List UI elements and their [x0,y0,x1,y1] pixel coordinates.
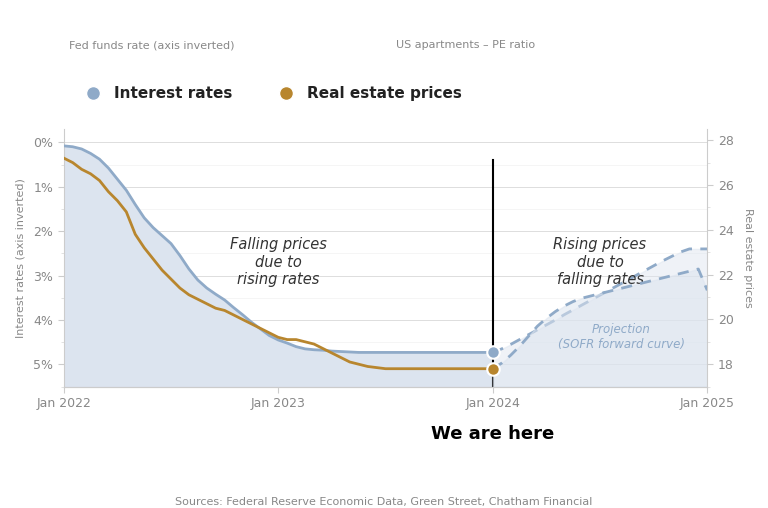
Text: US apartments – PE ratio: US apartments – PE ratio [396,40,535,50]
Text: Sources: Federal Reserve Economic Data, Green Street, Chatham Financial: Sources: Federal Reserve Economic Data, … [175,497,593,507]
Text: Projection
(SOFR forward curve): Projection (SOFR forward curve) [558,323,685,352]
Text: Rising prices
due to
falling rates: Rising prices due to falling rates [554,237,647,287]
Text: Falling prices
due to
rising rates: Falling prices due to rising rates [230,237,326,287]
Legend: Interest rates, Real estate prices: Interest rates, Real estate prices [71,80,468,107]
Text: We are here: We are here [431,425,554,443]
Y-axis label: Interest rates (axis inverted): Interest rates (axis inverted) [15,178,25,338]
Text: Fed funds rate (axis inverted): Fed funds rate (axis inverted) [69,40,234,50]
Y-axis label: Real estate prices: Real estate prices [743,208,753,308]
